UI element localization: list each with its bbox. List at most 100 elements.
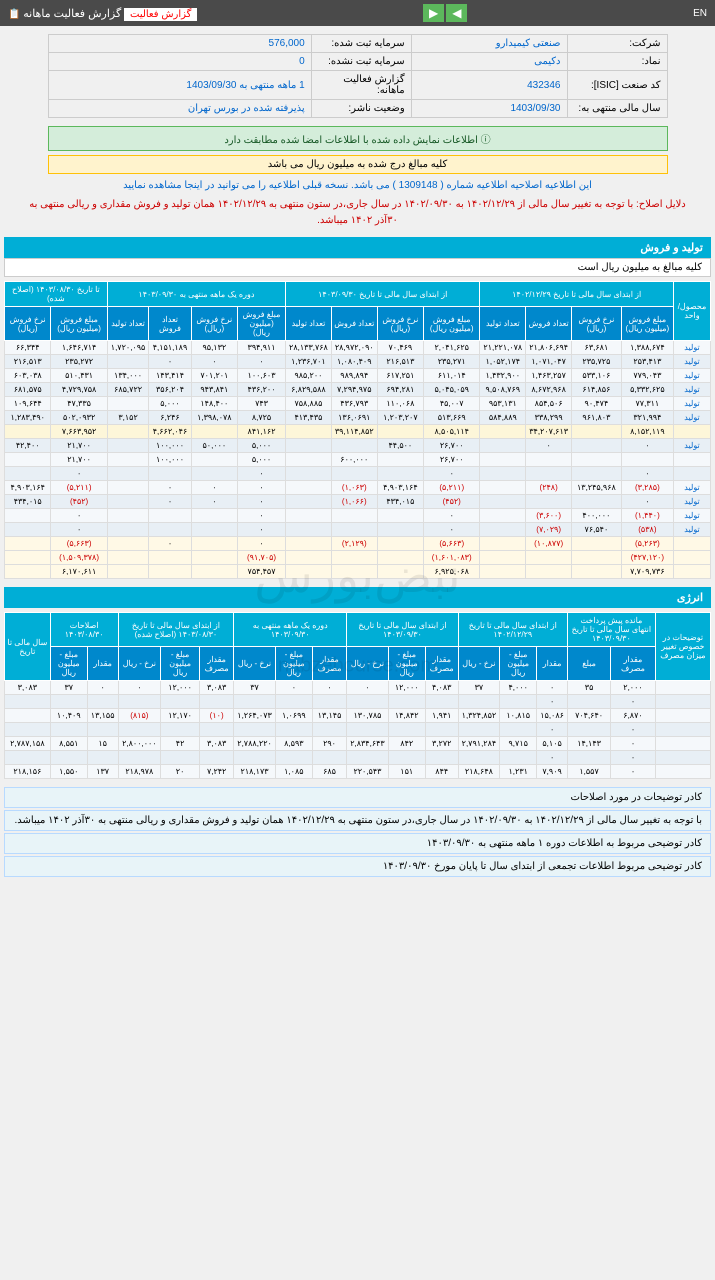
table-cell: ۱,۵۵۷ [567, 765, 610, 779]
info-value: 0 [48, 53, 311, 71]
table-cell [480, 425, 526, 439]
table-column-header: تعداد فروش [149, 307, 191, 341]
report-link[interactable]: گزارش فعالیت [124, 8, 197, 21]
table-cell: ۲۱,۸۰۶,۶۹۴ [526, 341, 572, 355]
table-cell [347, 723, 389, 737]
info-value: 432346 [411, 71, 567, 100]
table-cell: ۲,۷۹۱,۲۸۴ [458, 737, 500, 751]
table-group-header: دوره یک ماهه منتهی به ۱۴۰۳/۰۹/۳۰ [107, 282, 285, 307]
table-cell [118, 723, 161, 737]
table-cell: (۳,۶۰۰) [526, 509, 572, 523]
table-cell: ۷۷,۳۱۱ [621, 397, 673, 411]
table-column-header: مقدار مصرف [425, 647, 458, 681]
table-cell: تولید [673, 383, 710, 397]
table-cell: تولید [673, 397, 710, 411]
next-button[interactable]: ▶ [423, 4, 444, 22]
table-cell [5, 453, 51, 467]
table-cell [161, 723, 200, 737]
table-cell: ۲,۰۴۱,۶۲۵ [424, 341, 480, 355]
table-cell: ۱۵ [87, 737, 118, 751]
table-cell [572, 537, 622, 551]
table-cell: ۱۳,۱۴۵ [312, 709, 346, 723]
lang-toggle[interactable]: EN [693, 8, 707, 19]
table-cell [377, 551, 423, 565]
prev-button[interactable]: ◀ [446, 4, 467, 22]
table-cell: ۰ [424, 467, 480, 481]
table-cell: ۰ [118, 681, 161, 695]
table-cell: ۱,۳۸۸,۶۷۴ [621, 341, 673, 355]
table-cell: ۳,۲۷۲ [425, 737, 458, 751]
table-cell [377, 425, 423, 439]
table-cell [377, 565, 423, 579]
table-cell [107, 551, 149, 565]
table-cell [655, 709, 710, 723]
table-cell: ۶۱۱,۰۱۴ [424, 369, 480, 383]
table-cell [572, 565, 622, 579]
table-cell: ۲۱۸,۱۷۳ [234, 765, 276, 779]
table-cell [107, 397, 149, 411]
table-cell: ۲,۷۸۷,۱۵۸ [5, 737, 51, 751]
table-cell [87, 695, 118, 709]
table-cell: ۲۳۵,۷۲۵ [572, 355, 622, 369]
table-cell [191, 565, 237, 579]
table-cell: ۱۱۰,۰۶۸ [377, 397, 423, 411]
table-cell: تولید [673, 411, 710, 425]
table-cell: ۱۴۸,۴۰۰ [191, 397, 237, 411]
table-cell [331, 509, 377, 523]
table-cell [655, 751, 710, 765]
table-cell: ۹۵۳,۱۳۱ [480, 397, 526, 411]
table-column-header: نرخ - ریال [458, 647, 500, 681]
table-cell [673, 425, 710, 439]
table-cell: ۱,۳۹۸,۰۷۸ [191, 411, 237, 425]
table-cell: ۳۵۶,۲۰۴ [149, 383, 191, 397]
table-cell: ۶,۹۲۵,۰۶۸ [424, 565, 480, 579]
table-cell: ۷۷۹,۰۴۳ [621, 369, 673, 383]
table-cell: ۸,۵۵۱ [50, 737, 87, 751]
table-cell: ۱۰۹,۶۴۴ [5, 397, 51, 411]
table-cell [347, 751, 389, 765]
table-cell [107, 537, 149, 551]
table-cell: ۶۱۷,۲۵۱ [377, 369, 423, 383]
table-cell: ۰ [537, 723, 568, 737]
table-cell [286, 565, 332, 579]
table-cell: (۴۲۷,۱۲۰) [621, 551, 673, 565]
table-cell [331, 523, 377, 537]
table-cell: ۲۱۶,۵۱۳ [377, 355, 423, 369]
amendment-link[interactable]: این اطلاعیه اصلاحیه اطلاعیه شماره ( 1309… [48, 180, 668, 191]
table-group-header: از ابتدای سال مالی تا تاریخ ۱۴۰۳/۰۹/۳۰ [286, 282, 480, 307]
table-cell [87, 723, 118, 737]
table-cell: ۵۸۴,۸۸۹ [480, 411, 526, 425]
table-cell [107, 481, 149, 495]
correction-reason: دلایل اصلاح: با توجه به تغییر سال مالی ا… [18, 197, 698, 229]
table-cell [286, 481, 332, 495]
table-cell: تولید [673, 509, 710, 523]
table-cell: ۵۱۳,۶۶۹ [424, 411, 480, 425]
table-cell: (۴۵۲) [424, 495, 480, 509]
table-cell: ۱۰,۸۱۵ [500, 709, 537, 723]
table-group-header: از ابتدای سال مالی تا تاریخ ۱۴۰۳/۰۹/۳۰ [347, 613, 458, 647]
table-cell: ۴۳۶,۷۹۳ [331, 397, 377, 411]
table-cell: ۱۲,۰۰۰ [161, 681, 200, 695]
table-cell: ۳۷ [50, 681, 87, 695]
table-cell: ۰ [51, 509, 107, 523]
table-cell [458, 723, 500, 737]
table-cell [331, 551, 377, 565]
table-cell: ۱۳,۱۵۵ [87, 709, 118, 723]
info-label: نماد: [567, 53, 667, 71]
table-cell: ۱,۴۳۲,۹۰۰ [480, 369, 526, 383]
table-cell [377, 467, 423, 481]
table-cell [526, 495, 572, 509]
table-cell [50, 751, 87, 765]
table-cell: ۰ [275, 681, 312, 695]
table-cell [286, 523, 332, 537]
production-sales-table: محصول/واحداز ابتدای سال مالی تا تاریخ ۱۴… [4, 281, 711, 579]
table-cell [200, 723, 234, 737]
table-cell: ۷,۲۴۲ [200, 765, 234, 779]
table-cell: ۰ [238, 509, 286, 523]
table-cell [149, 551, 191, 565]
table-column-header: مبلغ - میلیون ریال [161, 647, 200, 681]
table-cell: ۱۳۷ [87, 765, 118, 779]
table-cell: (۱,۴۴۰) [621, 509, 673, 523]
table-cell [572, 439, 622, 453]
table-cell: ۱۴,۱۴۳ [567, 737, 610, 751]
